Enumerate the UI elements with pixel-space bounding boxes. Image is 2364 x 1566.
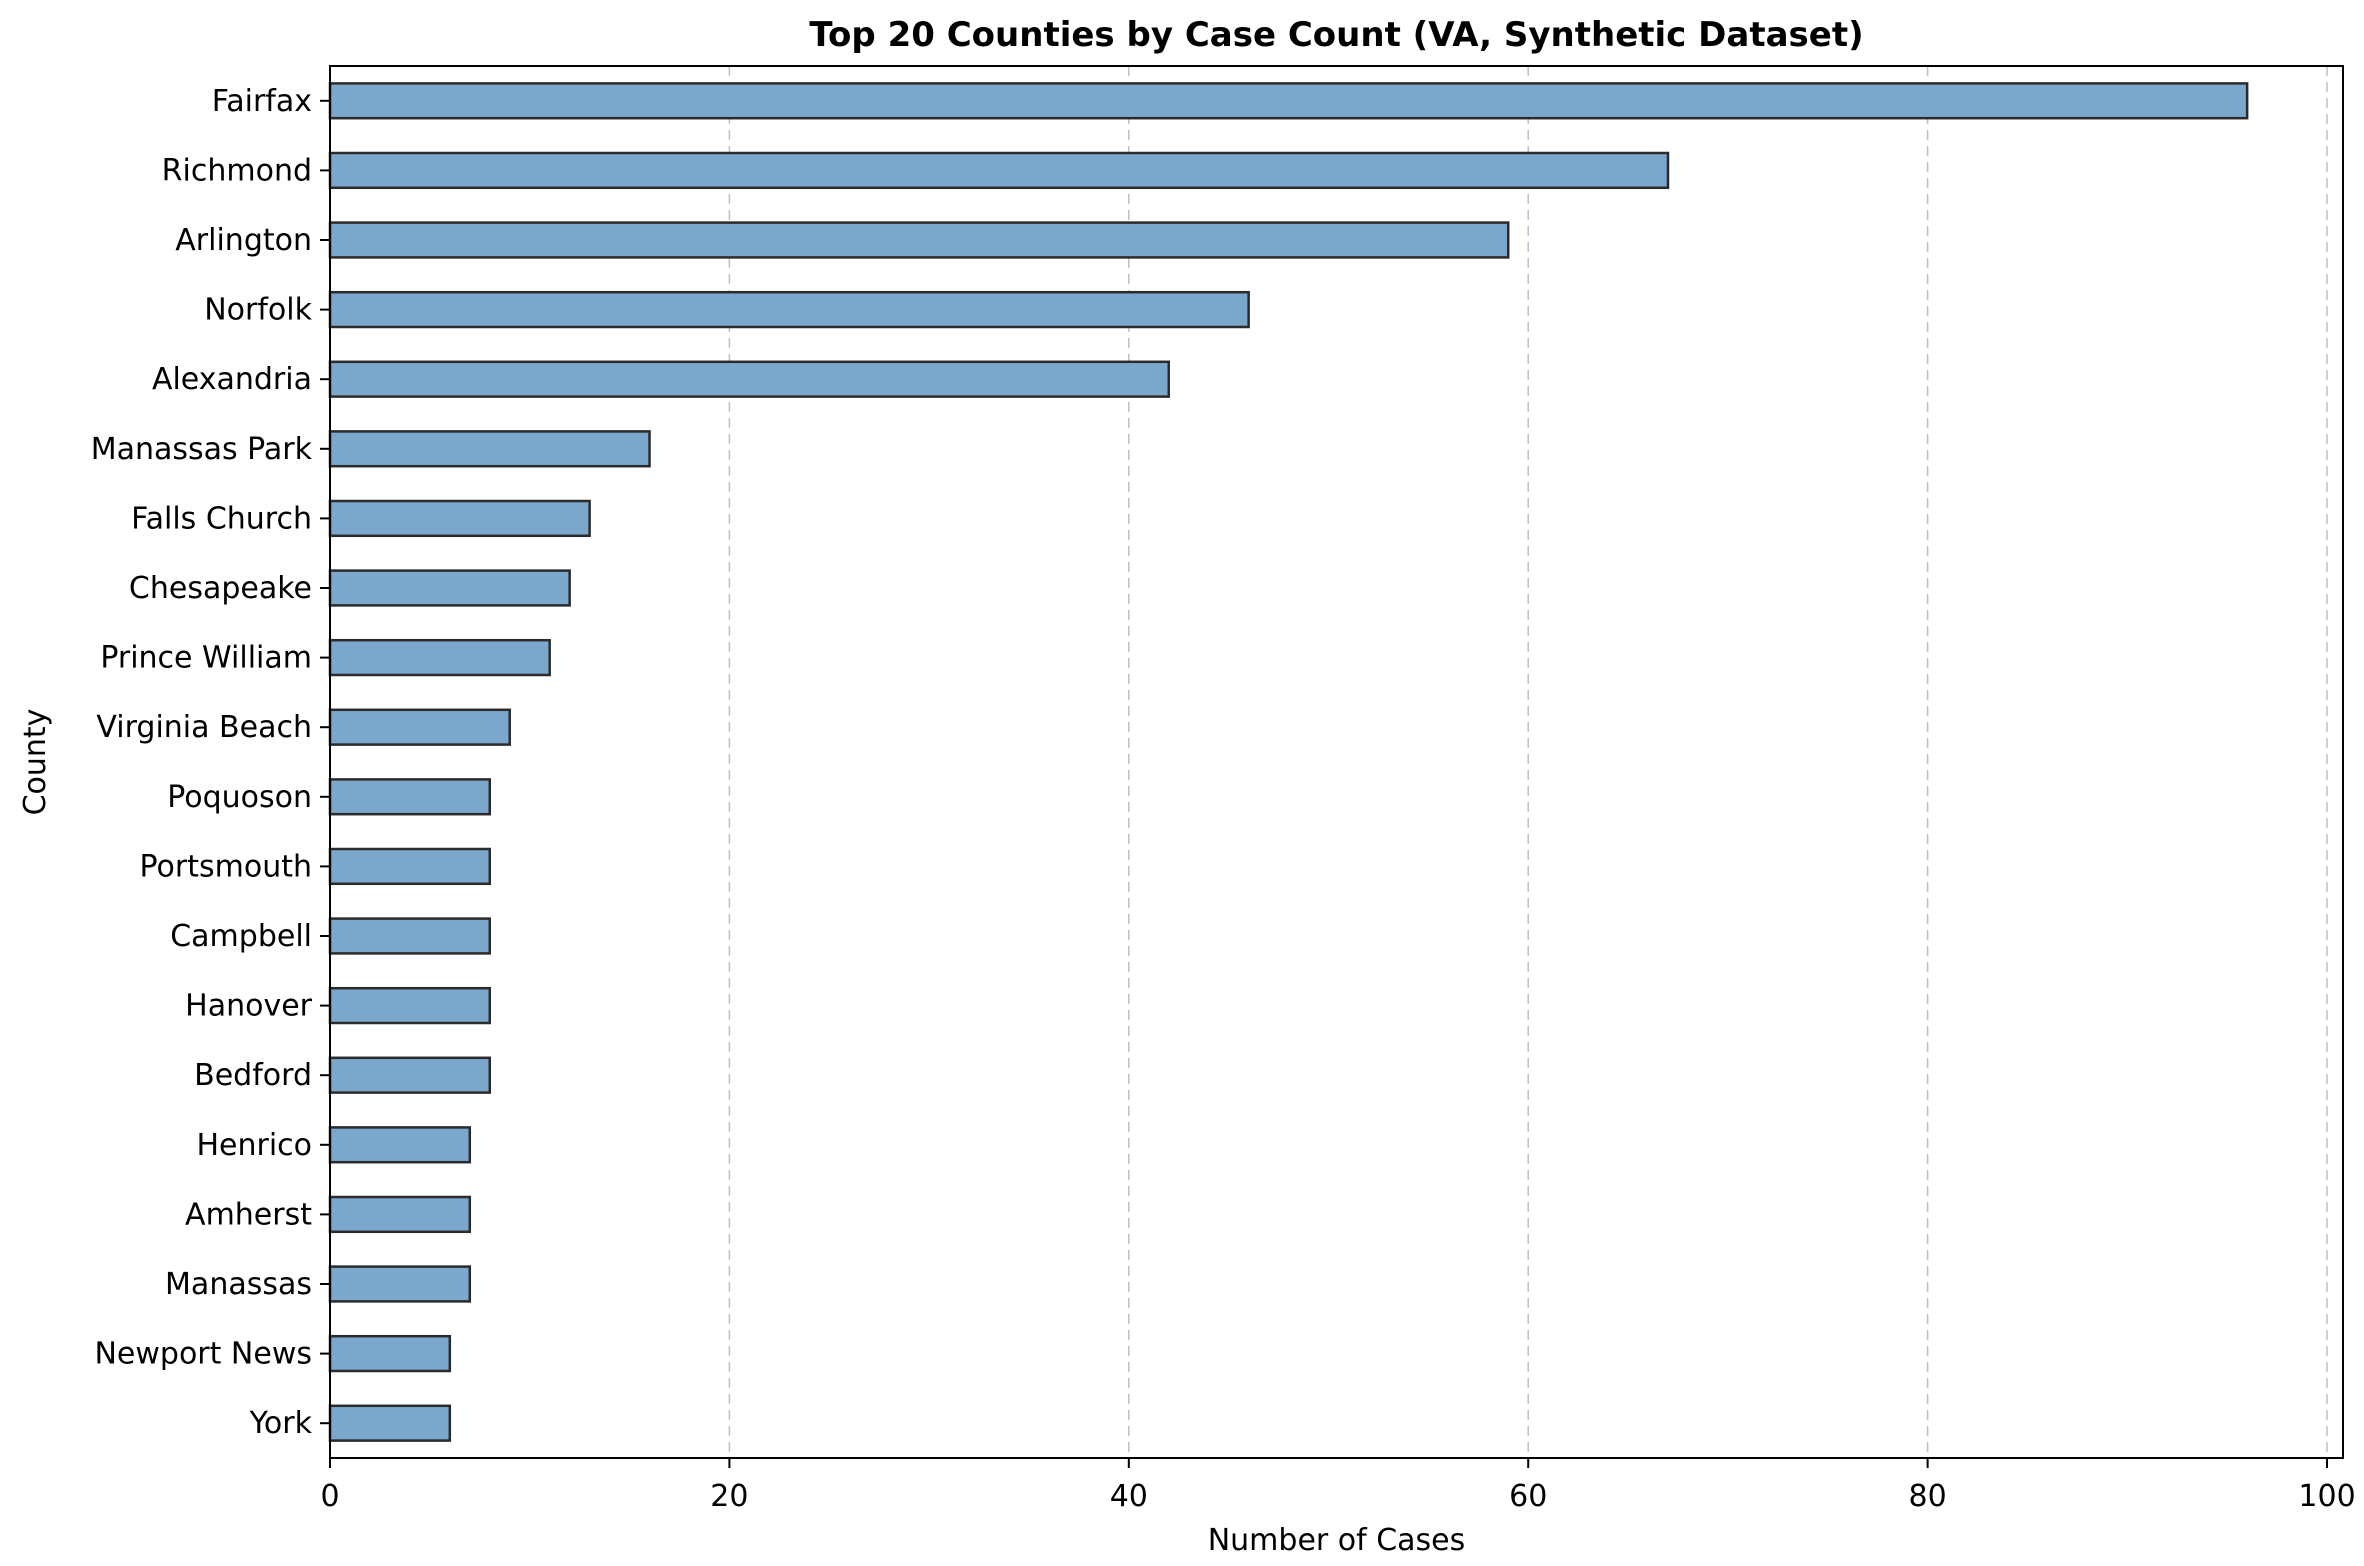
bar-poquoson — [328, 778, 492, 816]
bar-manassas-park — [328, 430, 651, 468]
y-axis-ticks: Fairfax Richmond Arlington Norfolk Alexandri… — [91, 84, 330, 1441]
bar-manassas — [328, 1265, 472, 1303]
y-tick-label: Manassas Park — [91, 432, 313, 467]
bar-norfolk — [328, 290, 1250, 329]
y-tick-label: Manassas — [165, 1267, 312, 1302]
y-tick-label: Poquoson — [167, 780, 312, 815]
y-tick-label: Chesapeake — [129, 571, 312, 606]
y-tick-label: Norfolk — [204, 293, 312, 328]
y-tick-label: Richmond — [162, 153, 312, 188]
x-tick-label: 60 — [1509, 1479, 1547, 1514]
y-tick-label: Falls Church — [131, 501, 312, 536]
y-tick-label: Prince William — [100, 641, 312, 676]
y-tick-label: Hanover — [185, 989, 313, 1024]
y-tick-label: Bedford — [194, 1058, 312, 1093]
bar-arlington — [328, 221, 1510, 259]
grid-lines — [728, 66, 2328, 1458]
y-tick-label: Fairfax — [212, 84, 312, 119]
y-tick-label: Amherst — [185, 1197, 312, 1232]
x-tick-label: 100 — [2298, 1479, 2355, 1514]
bar-falls-church — [328, 499, 591, 538]
x-tick-label: 80 — [1909, 1479, 1947, 1514]
bar-amherst — [328, 1195, 472, 1234]
bars — [328, 82, 2249, 1442]
bar-campbell — [328, 917, 492, 955]
y-tick-label: Virginia Beach — [96, 710, 312, 745]
bar-henrico — [328, 1126, 472, 1164]
x-tick-label: 20 — [710, 1479, 748, 1514]
plot-frame — [329, 65, 2344, 1459]
x-axis-ticks: 0 20 40 60 80 100 — [320, 1458, 2356, 1514]
y-tick-label: Portsmouth — [140, 849, 312, 884]
y-axis-label: County — [18, 709, 53, 816]
x-axis-label: Number of Cases — [1208, 1523, 1466, 1558]
bar-chesapeake — [328, 569, 571, 607]
y-tick-label: Campbell — [170, 919, 312, 954]
y-tick-label: Arlington — [175, 223, 312, 258]
x-tick-label: 0 — [320, 1479, 339, 1514]
bar-hanover — [328, 986, 492, 1025]
bar-newport-news — [328, 1334, 452, 1373]
bar-prince-william — [328, 638, 551, 677]
y-tick-label: Henrico — [196, 1128, 312, 1163]
x-tick-label: 40 — [1110, 1479, 1148, 1514]
bar-richmond — [328, 151, 1670, 190]
y-tick-label: Alexandria — [152, 362, 312, 397]
bar-fairfax — [328, 82, 2249, 120]
bar-alexandria — [328, 360, 1170, 398]
bar-virginia-beach — [328, 708, 511, 746]
y-tick-label: York — [249, 1406, 313, 1441]
bar-bedford — [328, 1056, 492, 1094]
bar-portsmouth — [328, 847, 492, 886]
chart-title: Top 20 Counties by Case Count (VA, Synth… — [809, 15, 1863, 55]
bar-york — [328, 1404, 452, 1442]
y-tick-label: Newport News — [94, 1337, 312, 1372]
